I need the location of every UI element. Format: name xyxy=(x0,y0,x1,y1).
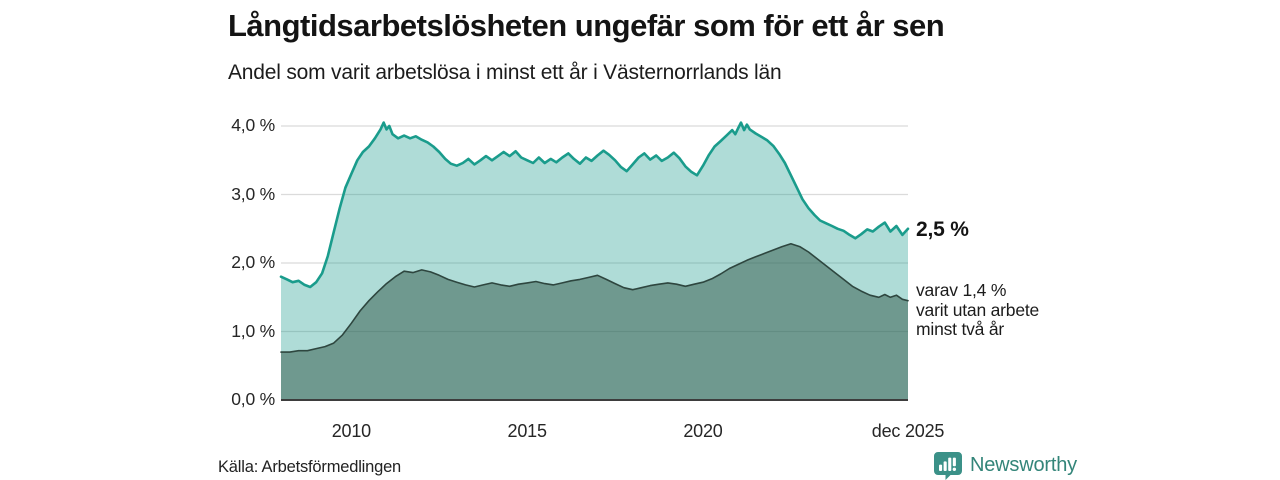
y-axis-tick-label: 1,0 % xyxy=(231,320,275,341)
source-note: Källa: Arbetsförmedlingen xyxy=(218,458,402,476)
chart-subtitle: Andel som varit arbetslösa i minst ett å… xyxy=(228,61,782,84)
two-year-label-line2: varit utan arbete xyxy=(916,299,1040,320)
series-end-label-two-year: varav 1,4 % varit utan arbete minst två … xyxy=(916,280,1040,340)
x-axis-tick-label: dec 2025 xyxy=(871,421,945,441)
y-axis-tick-label: 2,0 % xyxy=(231,252,275,272)
two-year-label-line1: varav 1,4 % xyxy=(916,280,1007,300)
newsworthy-logo-icon xyxy=(934,451,962,480)
x-axis-tick-label: 2015 xyxy=(507,421,547,441)
chart-title: Långtidsarbetslösheten ungefär som för e… xyxy=(228,8,945,43)
newsworthy-wordmark: Newsworthy xyxy=(970,453,1077,476)
x-axis-tick-label: 2010 xyxy=(331,421,371,441)
two-year-label-line3: minst två år xyxy=(916,319,1005,339)
y-axis-tick-label: 3,0 % xyxy=(231,183,275,204)
x-axis-tick-label: 2020 xyxy=(683,421,723,441)
newsworthy-brand: Newsworthy xyxy=(933,450,1077,480)
y-axis-tick-label: 0,0 % xyxy=(231,389,275,409)
y-axis-tick-label: 4,0 % xyxy=(231,115,275,135)
series-end-label-total: 2,5 % xyxy=(916,218,969,241)
